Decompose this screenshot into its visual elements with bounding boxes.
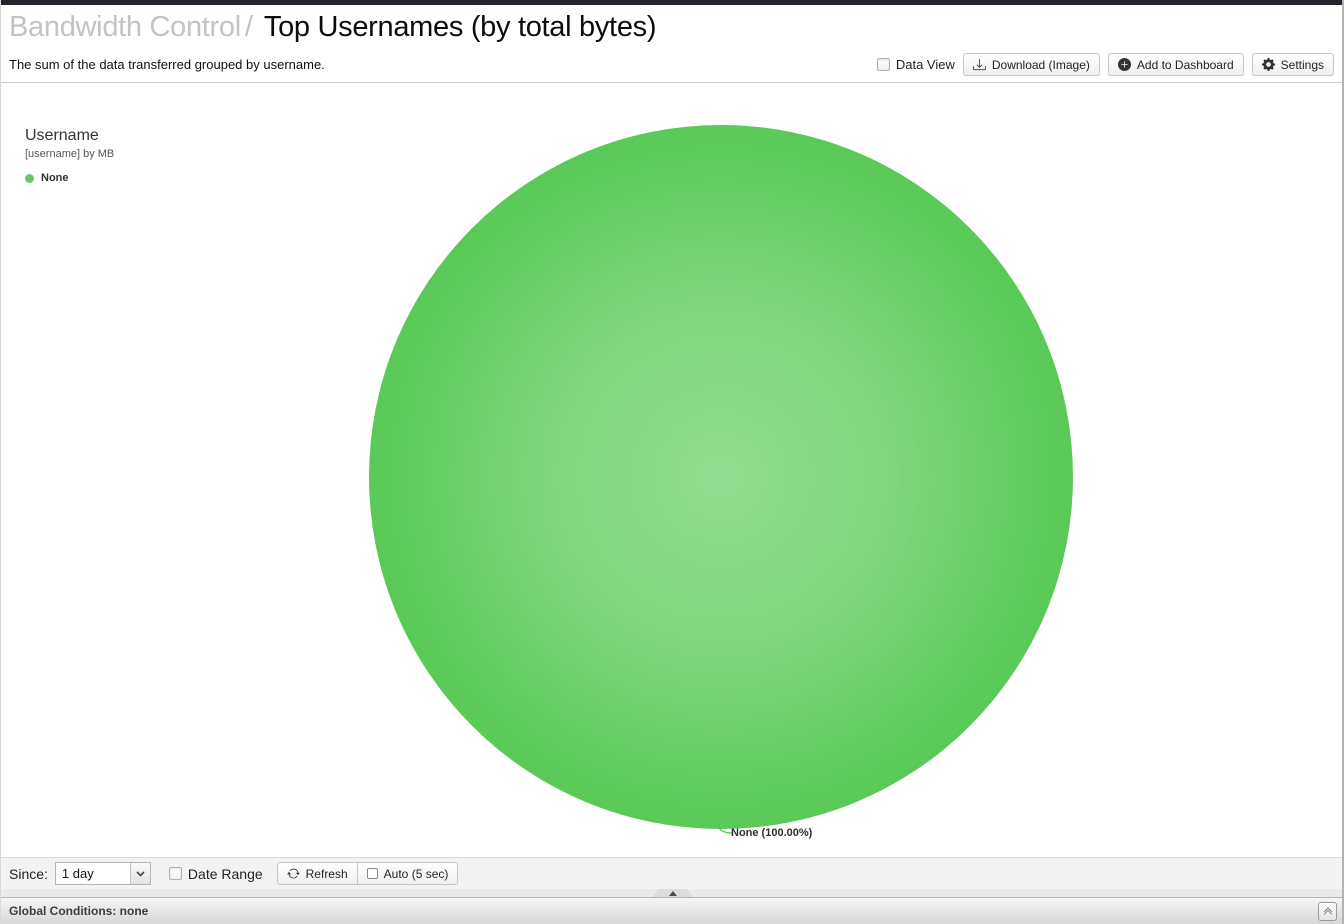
legend-label: None (41, 172, 69, 184)
breadcrumb: Bandwidth Control / Top Usernames (by tot… (1, 5, 1342, 45)
chevron-double-up-icon (1323, 907, 1332, 915)
since-select[interactable]: 1 day (54, 862, 151, 885)
download-image-button[interactable]: Download (Image) (962, 53, 1100, 76)
data-view-toggle[interactable]: Data View (876, 57, 955, 72)
auto-refresh-label: Auto (5 sec) (383, 866, 449, 881)
report-description: The sum of the data transferred grouped … (9, 57, 325, 72)
add-to-dashboard-label: Add to Dashboard (1136, 57, 1234, 72)
global-conditions-bar: Global Conditions: none (1, 897, 1342, 924)
since-label: Since: (9, 865, 48, 882)
refresh-icon (286, 868, 300, 879)
chart-legend-block: Username [username] by MB None (25, 127, 114, 184)
refresh-button-group: Refresh Auto (5 sec) (276, 862, 459, 885)
breadcrumb-separator: / (244, 11, 253, 43)
auto-refresh-checkbox[interactable] (366, 868, 378, 879)
breadcrumb-category: Bandwidth Control (9, 11, 241, 43)
plus-circle-icon (1117, 58, 1131, 71)
date-range-checkbox[interactable] (168, 867, 182, 880)
legend-marker-icon (25, 173, 34, 183)
header-second-row: The sum of the data transferred grouped … (9, 53, 1334, 76)
legend-item-none[interactable]: None (25, 172, 114, 184)
header-controls: Data View Download (Image) Add to Dashbo… (876, 53, 1334, 76)
report-header: Bandwidth Control / Top Usernames (by tot… (1, 5, 1342, 83)
panel-splitter[interactable] (1, 889, 1342, 897)
chevron-down-icon (136, 870, 145, 877)
chart-subtitle: [username] by MB (25, 148, 115, 160)
date-range-toggle[interactable]: Date Range (168, 865, 263, 882)
pie-chart-area: Username [username] by MB None None (100… (1, 83, 1342, 857)
refresh-label: Refresh (305, 866, 348, 881)
data-view-checkbox[interactable] (876, 58, 890, 71)
refresh-button[interactable]: Refresh (276, 862, 358, 885)
expand-panel-button[interactable] (1318, 901, 1337, 921)
auto-refresh-button[interactable]: Auto (5 sec) (356, 862, 459, 885)
gear-icon (1261, 58, 1275, 71)
settings-label: Settings (1280, 57, 1324, 72)
splitter-collapse-handle[interactable] (653, 889, 693, 897)
settings-button[interactable]: Settings (1251, 53, 1334, 76)
chart-title: Username (25, 127, 99, 144)
top-accent-bar (1, 0, 1342, 5)
pie-slice-none[interactable] (369, 125, 1073, 829)
arrow-up-icon (669, 890, 677, 896)
select-arrow-section[interactable] (129, 863, 150, 884)
data-view-label: Data View (895, 57, 955, 72)
since-select-value: 1 day (61, 866, 94, 881)
download-icon (972, 58, 986, 71)
date-range-label: Date Range (187, 865, 263, 882)
pie-data-label: None (100.00%) (731, 827, 813, 839)
page-title: Top Usernames (by total bytes) (263, 11, 657, 43)
pie-label-connector (717, 822, 733, 834)
time-range-toolbar: Since: 1 day Date Range Refresh (1, 857, 1342, 889)
add-to-dashboard-button[interactable]: Add to Dashboard (1107, 53, 1244, 76)
global-conditions-text: Global Conditions: none (9, 904, 149, 918)
download-label: Download (Image) (991, 57, 1090, 72)
